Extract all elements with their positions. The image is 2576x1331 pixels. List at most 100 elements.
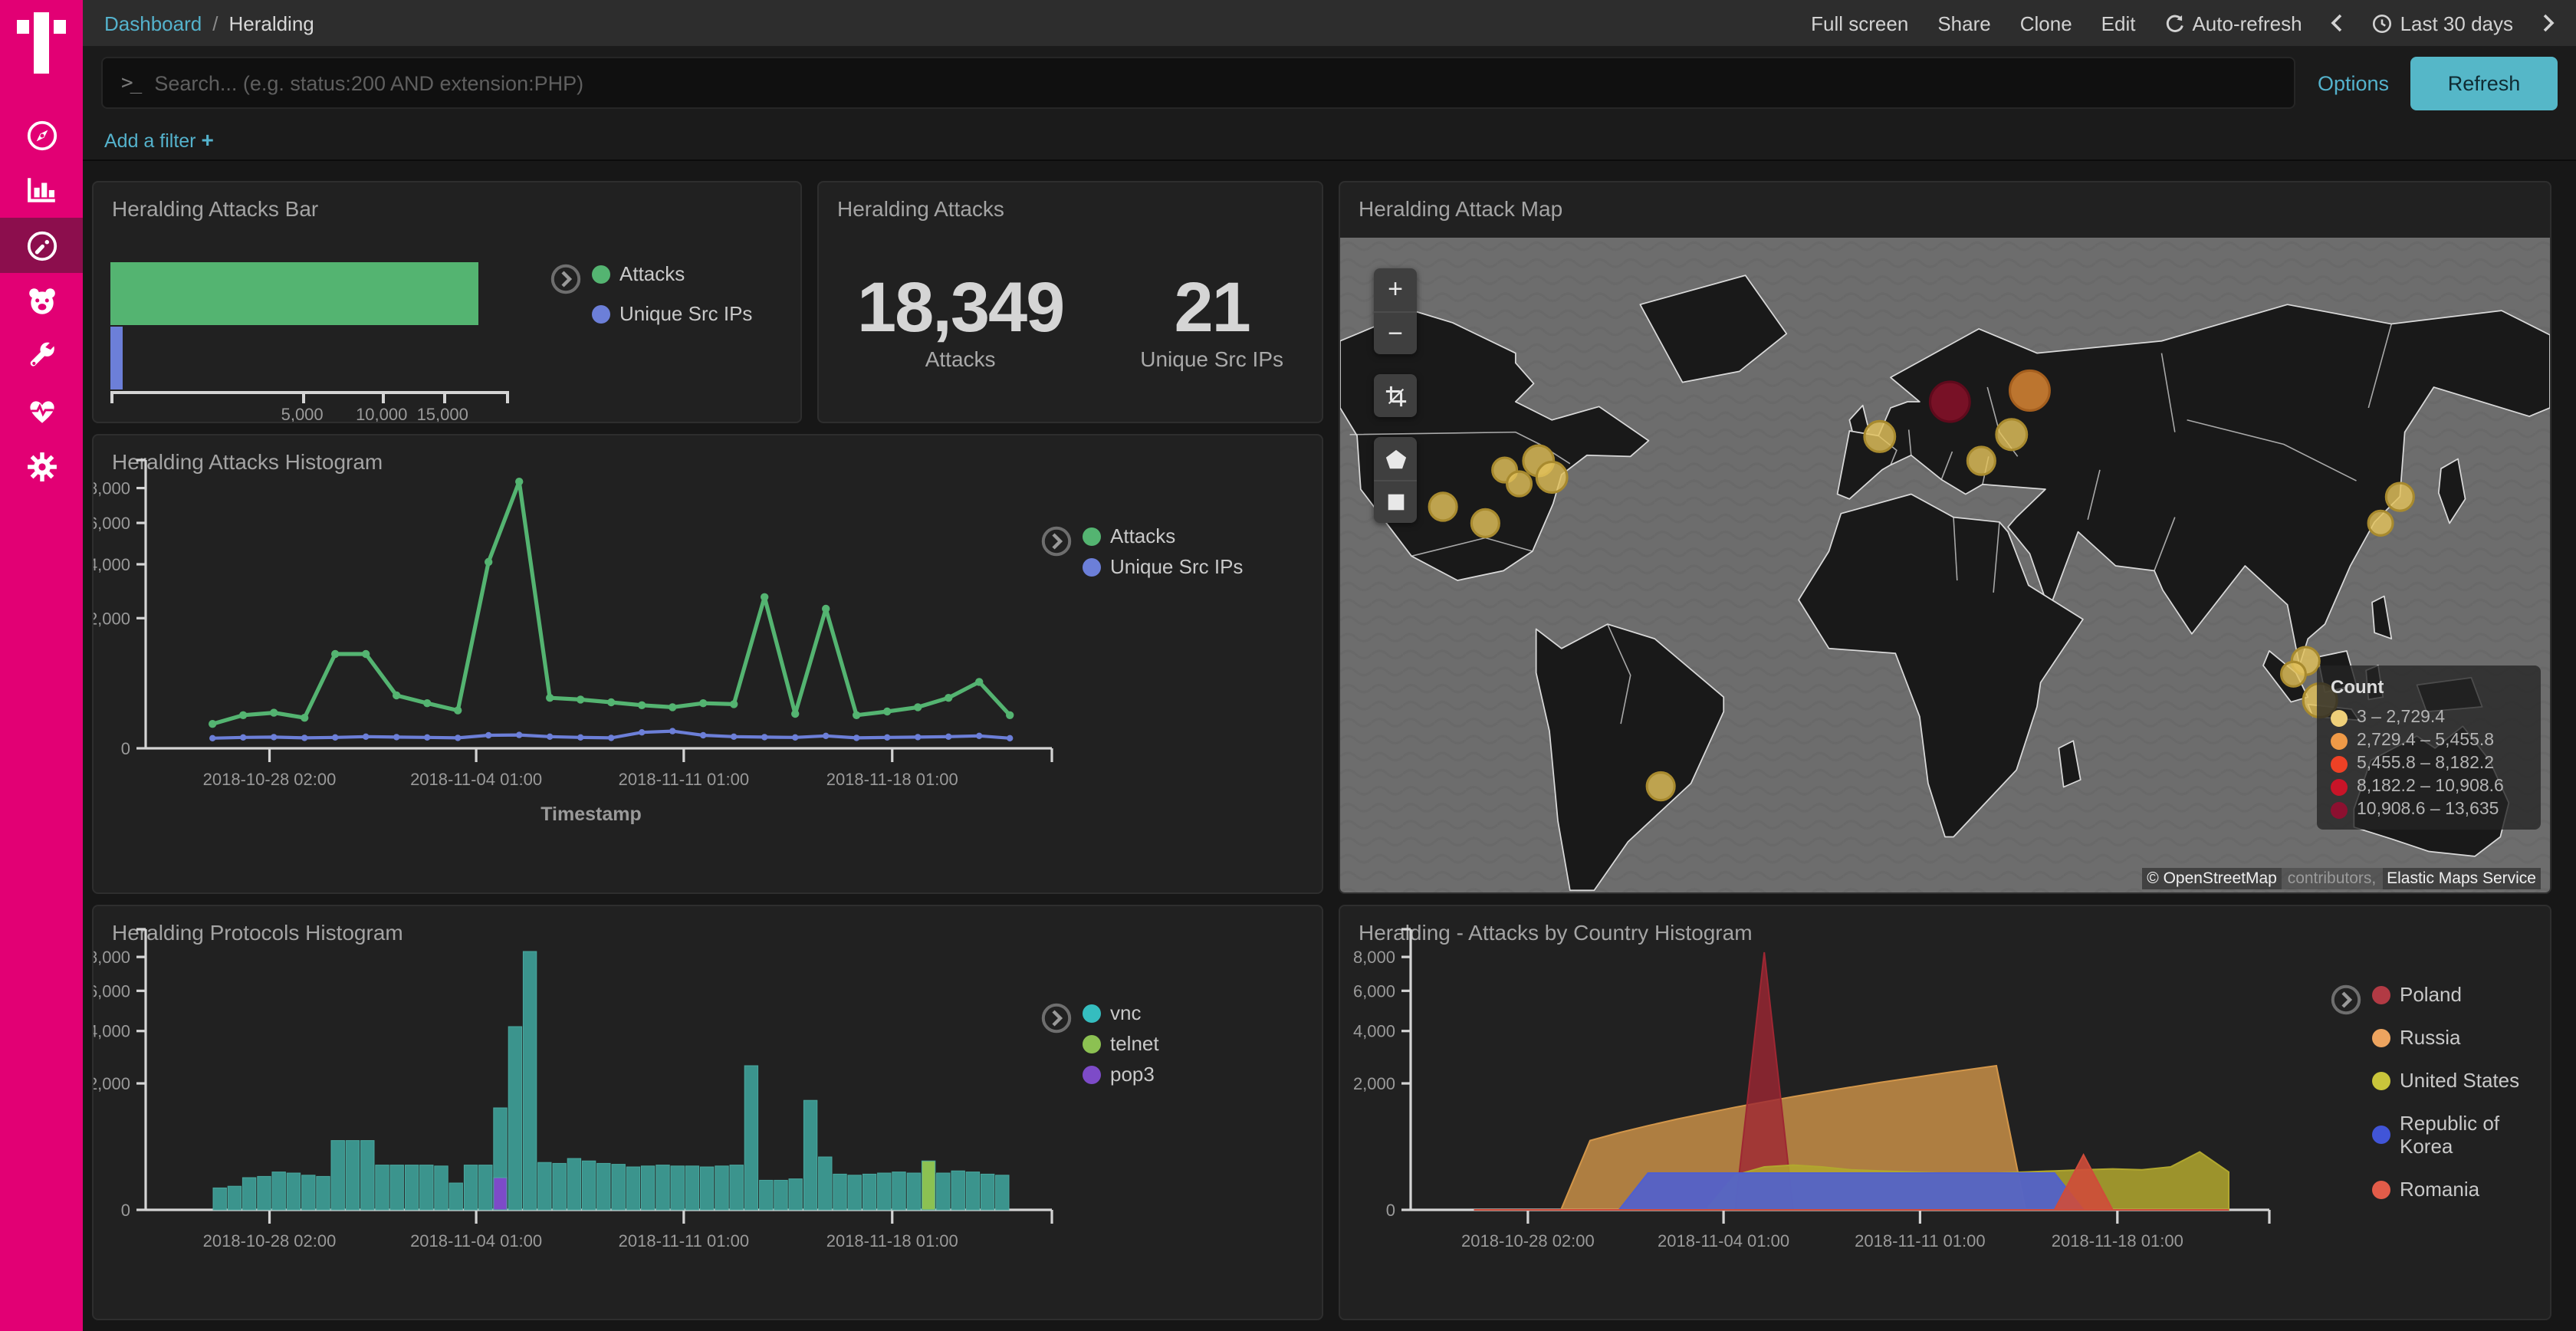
map-legend: Count 3 – 2,729.42,729.4 – 5,455.85,455.… (2317, 666, 2541, 830)
legend-item: 2,729.4 – 5,455.8 (2331, 731, 2527, 750)
bar-unique-src-ips[interactable] (110, 327, 123, 389)
legend-item: 5,455.8 – 8,182.2 (2331, 754, 2527, 773)
metric-unique-src-ips: 21 Unique Src IPs (1140, 270, 1283, 372)
time-back-button[interactable] (2331, 14, 2344, 32)
svg-text:8,000: 8,000 (1353, 948, 1395, 967)
add-filter-link[interactable]: Add a filter + (104, 127, 214, 152)
svg-text:6,000: 6,000 (94, 981, 130, 1001)
svg-text:2018-11-04 01:00: 2018-11-04 01:00 (410, 1231, 542, 1250)
compass-icon (25, 119, 58, 151)
svg-text:2018-10-28 02:00: 2018-10-28 02:00 (1461, 1231, 1595, 1250)
svg-text:2,000: 2,000 (94, 1074, 130, 1093)
legend-item: 8,182.2 – 10,908.6 (2331, 777, 2527, 796)
query-prompt-icon: >_ (121, 71, 139, 94)
options-link[interactable]: Options (2318, 71, 2389, 94)
gauge-icon (25, 229, 58, 261)
filter-bar: Add a filter + (83, 120, 2576, 161)
refresh-icon (2164, 13, 2184, 33)
svg-text:0: 0 (121, 739, 130, 758)
legend: Attacks Unique Src IPs (550, 262, 752, 325)
legend-item[interactable]: Attacks (592, 262, 752, 285)
legend-item[interactable]: Romania (2372, 1178, 2550, 1201)
legend-item[interactable]: Unique Src IPs (592, 302, 752, 325)
legend-item: 10,908.6 – 13,635 (2331, 800, 2527, 819)
legend-item[interactable]: Unique Src IPs (1083, 555, 1243, 578)
svg-text:2,000: 2,000 (1353, 1074, 1395, 1093)
share-button[interactable]: Share (1937, 12, 1990, 35)
legend-toggle-icon[interactable] (2331, 984, 2361, 1015)
panel-title: Heralding Attacks (819, 182, 1322, 227)
panel-attacks-histogram: Heralding Attacks Histogram 02,0004,0006… (92, 434, 1323, 894)
legend-toggle-icon[interactable] (1041, 1003, 1072, 1034)
sidebar-item-discover[interactable] (0, 107, 83, 163)
t-logo-square-right (54, 20, 66, 34)
auto-refresh-button[interactable]: Auto-refresh (2164, 12, 2302, 35)
zoom-in-button[interactable]: + (1374, 268, 1417, 311)
chevron-right-icon (2542, 14, 2555, 32)
main-area: Dashboard / Heralding Full screen Share … (83, 0, 2576, 1331)
svg-text:2018-10-28 02:00: 2018-10-28 02:00 (203, 1231, 337, 1250)
legend: Poland Russia United States Republic of Kor… (2331, 983, 2550, 1201)
svg-text:2018-11-11 01:00: 2018-11-11 01:00 (619, 1231, 749, 1250)
openstreetmap-link[interactable]: OpenStreetMap (2164, 869, 2277, 888)
breadcrumb-dashboard-link[interactable]: Dashboard (104, 12, 202, 35)
plus-icon: + (202, 127, 214, 152)
t-logo[interactable] (15, 12, 67, 83)
bar-attacks[interactable] (110, 262, 478, 325)
legend-item[interactable]: vnc (1083, 1001, 1159, 1024)
refresh-button[interactable]: Refresh (2410, 56, 2558, 110)
legend-item[interactable]: Attacks (1083, 524, 1243, 547)
attacks-bar-chart: 5,00010,00015,000 (110, 262, 512, 416)
svg-text:4,000: 4,000 (1353, 1022, 1395, 1041)
fit-bounds-button[interactable] (1374, 374, 1417, 417)
svg-text:2018-11-11 01:00: 2018-11-11 01:00 (619, 770, 749, 789)
wrench-icon (25, 340, 58, 372)
elastic-maps-service-link[interactable]: Elastic Maps Service (2382, 868, 2541, 889)
legend: Attacks Unique Src IPs (1041, 524, 1243, 578)
legend-toggle-icon[interactable] (550, 264, 581, 294)
search-box: >_ (101, 57, 2296, 109)
sidebar (0, 0, 83, 1331)
sidebar-item-dashboard[interactable] (0, 218, 83, 273)
zoom-out-button[interactable]: − (1374, 311, 1417, 354)
bear-icon (25, 284, 58, 317)
legend-item[interactable]: Russia (2372, 1026, 2550, 1049)
edit-button[interactable]: Edit (2101, 12, 2136, 35)
legend-item[interactable]: United States (2372, 1069, 2550, 1092)
panel-attacks-metric: Heralding Attacks 18,349 Attacks 21 Uniq… (817, 181, 1323, 423)
legend-item[interactable]: Poland (2372, 983, 2550, 1006)
heartbeat-icon (25, 395, 58, 427)
draw-polygon-button[interactable] (1374, 437, 1417, 480)
legend: vnc telnet pop3 (1041, 1001, 1159, 1086)
sidebar-item-management[interactable] (0, 439, 83, 494)
svg-text:Timestamp: Timestamp (540, 804, 642, 825)
sidebar-item-monitoring[interactable] (0, 383, 83, 439)
time-range-picker[interactable]: Last 30 days (2373, 12, 2513, 35)
sidebar-item-tpot[interactable] (0, 273, 83, 328)
svg-text:8,000: 8,000 (94, 948, 130, 967)
full-screen-button[interactable]: Full screen (1811, 12, 1908, 35)
draw-rectangle-button[interactable] (1374, 480, 1417, 523)
dashboard-app: Dashboard / Heralding Full screen Share … (0, 0, 2576, 1331)
crop-icon (1384, 384, 1407, 407)
svg-text:2018-11-18 01:00: 2018-11-18 01:00 (826, 1231, 958, 1250)
legend-item[interactable]: Republic of Korea (2372, 1112, 2550, 1158)
metric-attacks: 18,349 Attacks (857, 270, 1063, 372)
metric-group: 18,349 Attacks 21 Unique Src IPs (819, 270, 1322, 372)
legend-toggle-icon[interactable] (1041, 526, 1072, 557)
legend-item[interactable]: telnet (1083, 1032, 1159, 1055)
world-map[interactable]: + − (1340, 238, 2550, 894)
search-row: >_ Options Refresh (83, 46, 2576, 120)
clone-button[interactable]: Clone (2020, 12, 2072, 35)
metric-value: 21 (1140, 270, 1283, 344)
search-input[interactable] (154, 71, 2276, 94)
svg-text:6,000: 6,000 (1353, 981, 1395, 1001)
chevron-left-icon (2331, 14, 2344, 32)
sidebar-item-devtools[interactable] (0, 328, 83, 383)
legend-item[interactable]: pop3 (1083, 1063, 1159, 1086)
sidebar-item-visualize[interactable] (0, 163, 83, 218)
legend-item: 3 – 2,729.4 (2331, 708, 2527, 727)
time-forward-button[interactable] (2542, 14, 2555, 32)
svg-text:2018-11-04 01:00: 2018-11-04 01:00 (410, 770, 542, 789)
svg-text:2018-11-11 01:00: 2018-11-11 01:00 (1855, 1231, 1985, 1250)
